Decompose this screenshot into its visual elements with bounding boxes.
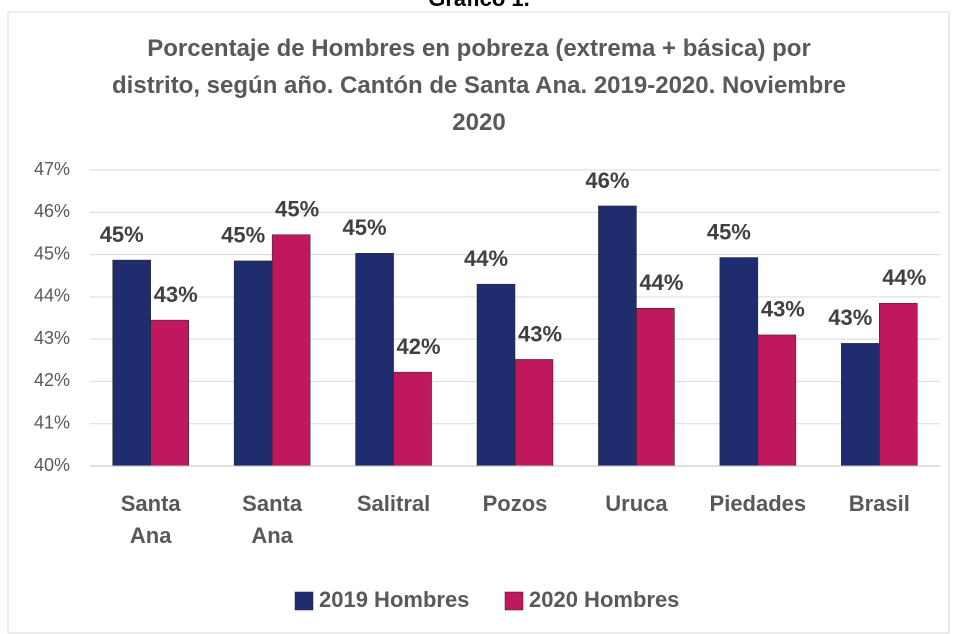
- x-tick-label: Brasil: [848, 491, 910, 516]
- data-label: 45%: [707, 219, 751, 244]
- y-tick-label: 44%: [34, 286, 70, 306]
- chart-border: [7, 11, 950, 634]
- data-label: 45%: [100, 222, 144, 247]
- y-tick-label: 41%: [34, 412, 70, 432]
- data-label: 44%: [464, 246, 508, 271]
- x-tick-label: Santa Ana: [120, 491, 181, 548]
- bar: [112, 259, 151, 467]
- x-tick-label: Santa Ana: [242, 491, 303, 548]
- legend-swatch: [294, 591, 314, 611]
- data-label: 45%: [221, 223, 265, 248]
- bar: [757, 334, 797, 467]
- y-tick-label: 47%: [34, 159, 70, 179]
- chart-title: Porcentaje de Hombres en pobreza (extrem…: [112, 35, 846, 136]
- y-tick-label: 43%: [34, 328, 70, 348]
- x-tick-label: Salitral: [356, 491, 431, 516]
- x-tick-label: Piedades: [709, 491, 807, 516]
- data-label: 44%: [882, 265, 926, 290]
- bar: [150, 319, 189, 467]
- data-label: 46%: [585, 168, 629, 193]
- bar: [514, 359, 554, 467]
- bar: [879, 302, 918, 467]
- y-tick-label: 45%: [34, 243, 70, 263]
- legend-label: 2020 Hombres: [529, 587, 679, 612]
- data-label: 43%: [518, 321, 562, 346]
- data-label: 43%: [828, 305, 872, 330]
- bar: [233, 260, 273, 467]
- bar: [719, 257, 759, 467]
- data-label: 42%: [397, 334, 441, 359]
- y-tick-label: 46%: [34, 201, 70, 221]
- legend-label: 2019 Hombres: [319, 587, 469, 612]
- bar: [636, 308, 675, 467]
- bar: [393, 371, 432, 467]
- data-label: 45%: [275, 197, 319, 222]
- header: Gráfico 1.: [0, 0, 958, 12]
- bar: [841, 343, 880, 467]
- y-tick-label: 40%: [34, 455, 70, 475]
- data-label: 43%: [154, 282, 198, 307]
- y-tick-label: 42%: [34, 370, 70, 390]
- bar: [598, 205, 637, 467]
- x-tick-label: Pozos: [482, 491, 548, 516]
- bar: [271, 234, 311, 467]
- data-label: 44%: [639, 270, 683, 295]
- x-tick-label: Uruca: [605, 491, 668, 516]
- data-label: 43%: [761, 297, 805, 322]
- bar: [355, 253, 394, 467]
- bar: [476, 283, 516, 467]
- data-label: 45%: [343, 215, 387, 240]
- legend-swatch: [504, 591, 524, 611]
